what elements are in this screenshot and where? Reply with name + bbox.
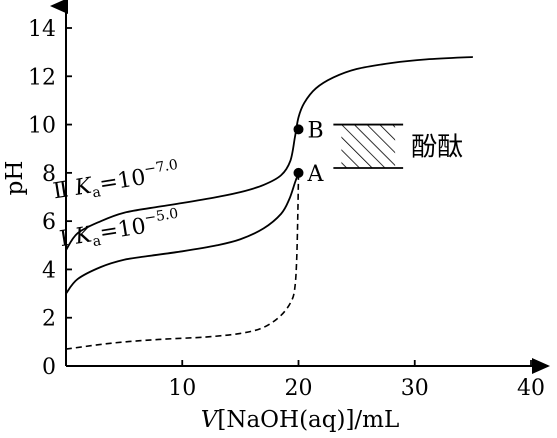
y-axis-title: pH	[2, 161, 28, 196]
series-line-3	[65, 172, 300, 350]
x-tick-label-20: 20	[285, 376, 313, 401]
point-B	[293, 124, 304, 135]
y-tick-label-12: 12	[28, 65, 56, 90]
curve-label-text-1: Ⅱ Ka=10−7.0	[51, 157, 181, 208]
y-tick-label-8: 8	[42, 162, 56, 187]
y-tick-label-6: 6	[42, 210, 56, 235]
y-tick-label-4: 4	[42, 258, 56, 283]
tick-marks	[66, 27, 532, 366]
x-tick-label-10: 10	[168, 376, 196, 401]
y-tick-label-0: 0	[42, 355, 56, 380]
point-label-B: B	[308, 118, 324, 143]
series-line-1	[65, 56, 473, 251]
indicator-band: 酚酞	[333, 123, 463, 169]
x-axis-title: V[NaOH(aq)]/mL	[201, 407, 400, 433]
indicator-label: 酚酞	[411, 132, 463, 162]
y-tick-label-14: 14	[28, 17, 56, 42]
x-tick-label-40: 40	[517, 376, 545, 401]
x-axis-title-italic: V	[201, 407, 220, 433]
x-tick-label-30: 30	[401, 376, 429, 401]
point-layer: AB	[293, 118, 325, 187]
y-tick-label-10: 10	[28, 114, 56, 139]
series-line-2	[65, 172, 300, 295]
curve-label-1: Ⅱ Ka=10−7.0	[51, 157, 181, 208]
axes	[50, 0, 550, 374]
x-axis-title-rest: [NaOH(aq)]/mL	[217, 407, 399, 433]
tick-labels: 0 2 4 6 8 10 12 14 10 20 30 40	[28, 17, 545, 401]
point-A	[293, 167, 304, 178]
curve-label-text-2: Ⅰ Ka=10−5.0	[57, 206, 181, 256]
curve-label-2: Ⅰ Ka=10−5.0	[57, 206, 181, 256]
indicator-hatch	[341, 124, 396, 169]
curve-labels: Ⅱ Ka=10−7.0Ⅰ Ka=10−5.0	[51, 157, 181, 256]
series-layer	[65, 56, 473, 350]
point-label-A: A	[307, 162, 325, 187]
y-tick-label-2: 2	[42, 307, 56, 332]
